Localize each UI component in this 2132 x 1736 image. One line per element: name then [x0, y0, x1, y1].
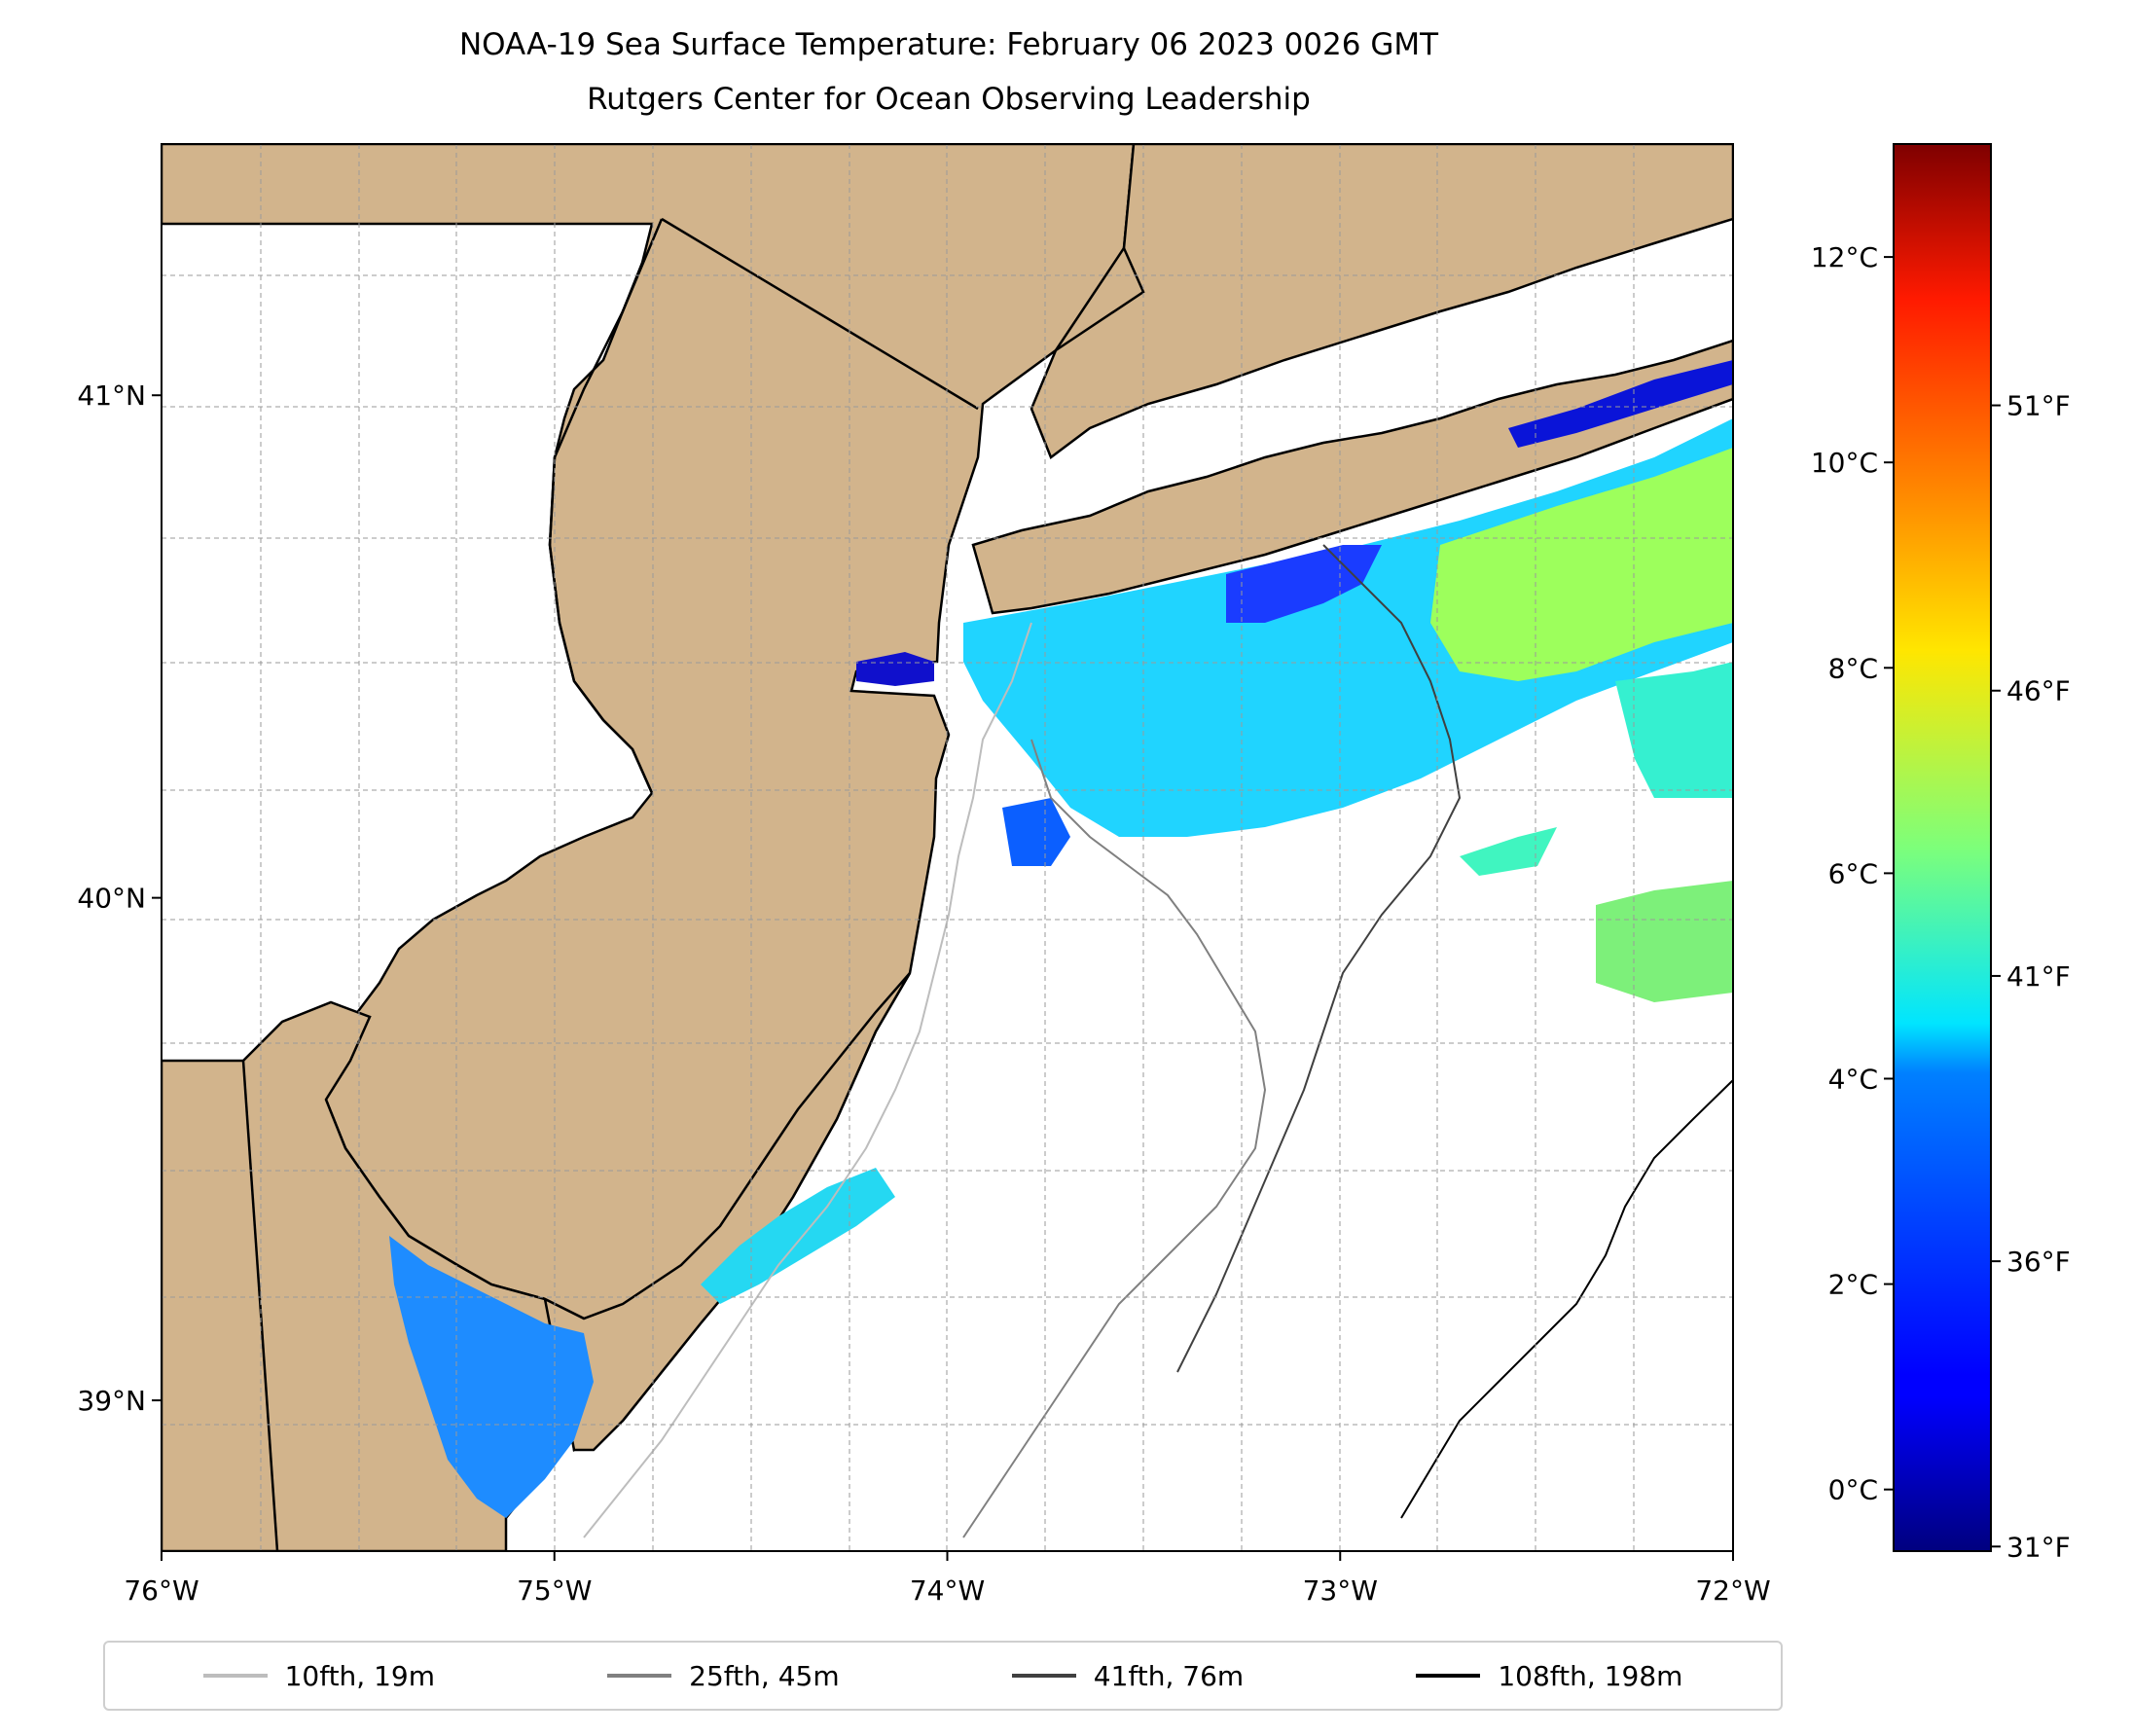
land-connecticut: [1030, 144, 1733, 459]
map-gridlines: [162, 144, 1733, 1551]
celsius-tick-label: 2°C: [1828, 1269, 1878, 1301]
isobath-41fth: [1176, 544, 1462, 1373]
colorbar-fahrenheit-axis: 31°F 36°F 41°F 46°F 51°F: [1991, 390, 2071, 1563]
celsius-tick-label: 0°C: [1828, 1474, 1878, 1506]
legend-swatch-41fth: [1011, 1674, 1076, 1678]
state-border-ny-ct: [1055, 247, 1145, 352]
isobath-10fth: [583, 622, 1032, 1538]
sst-patch-sj-coast: [701, 1168, 895, 1304]
lon-tick-label: 72°W: [1695, 1574, 1770, 1607]
legend-swatch-108fth: [1416, 1674, 1481, 1678]
celsius-tick-label: 4°C: [1828, 1063, 1878, 1095]
legend-label-108fth: 108fth, 198m: [1498, 1659, 1683, 1692]
lon-tick-label: 73°W: [1303, 1574, 1378, 1607]
colorbar: [1893, 143, 1992, 1552]
legend-item-10fth: 10fth, 19m: [202, 1659, 436, 1692]
state-border-ny-nj: [661, 217, 979, 411]
sst-patch-east-cyan: [1615, 662, 1733, 798]
legend-swatch-10fth: [202, 1674, 268, 1678]
fahrenheit-tick-label: 31°F: [2006, 1531, 2071, 1563]
sst-patch-mid: [1460, 827, 1557, 876]
fahrenheit-tick-label: 51°F: [2006, 390, 2071, 422]
state-border-de-md: [241, 1060, 279, 1551]
celsius-tick-label: 10°C: [1811, 447, 1878, 479]
lon-tick-label: 76°W: [124, 1574, 199, 1607]
lat-tick-label: 40°N: [77, 883, 146, 915]
legend-swatch-25fth: [607, 1674, 672, 1678]
latitude-axis: 41°N 40°N 39°N: [77, 380, 162, 1417]
lon-tick-label: 75°W: [517, 1574, 592, 1607]
fahrenheit-tick-label: 41°F: [2006, 960, 2071, 993]
fahrenheit-tick-label: 36°F: [2006, 1246, 2071, 1278]
sst-patch-warm-core: [1430, 448, 1733, 681]
map-subtitle: Rutgers Center for Ocean Observing Leade…: [587, 82, 1311, 117]
celsius-tick-label: 12°C: [1811, 241, 1878, 273]
land-long-island: [971, 339, 1733, 615]
celsius-tick-label: 6°C: [1828, 857, 1878, 889]
isobath-108fth: [1400, 1079, 1733, 1519]
lat-tick-label: 39°N: [77, 1385, 146, 1417]
isobath-legend: 10fth, 19m 25fth, 45m 41fth, 76m 108fth,…: [103, 1641, 1783, 1711]
sst-patch-delaware-bay: [389, 1236, 594, 1518]
map-title: NOAA-19 Sea Surface Temperature: Februar…: [458, 27, 1439, 62]
isobath-25fth: [962, 739, 1267, 1538]
sst-data-layer: [389, 360, 1733, 1518]
legend-item-41fth: 41fth, 76m: [1011, 1659, 1245, 1692]
land-south-jersey: [543, 972, 912, 1452]
sst-patch-li-sound: [1508, 360, 1733, 448]
legend-item-108fth: 108fth, 198m: [1416, 1660, 1682, 1692]
fahrenheit-tick-label: 46°F: [2006, 675, 2071, 707]
legend-label-25fth: 25fth, 45m: [689, 1659, 840, 1692]
colorbar-celsius-axis: 0°C 2°C 4°C 6°C 8°C 10°C 12°C: [1811, 241, 1894, 1506]
sst-patch-nyharbor: [856, 652, 934, 686]
longitude-axis: 76°W 75°W 74°W 73°W 72°W: [124, 1551, 1771, 1607]
sst-patch-jersey-shelf: [1002, 798, 1070, 866]
lon-tick-label: 74°W: [910, 1574, 985, 1607]
legend-item-25fth: 25fth, 45m: [607, 1659, 840, 1692]
lat-tick-label: 41°N: [77, 380, 146, 412]
sst-patch-east: [1596, 881, 1733, 1002]
legend-label-10fth: 10fth, 19m: [284, 1659, 436, 1692]
celsius-tick-label: 8°C: [1828, 652, 1878, 684]
legend-label-41fth: 41fth, 76m: [1093, 1659, 1245, 1692]
